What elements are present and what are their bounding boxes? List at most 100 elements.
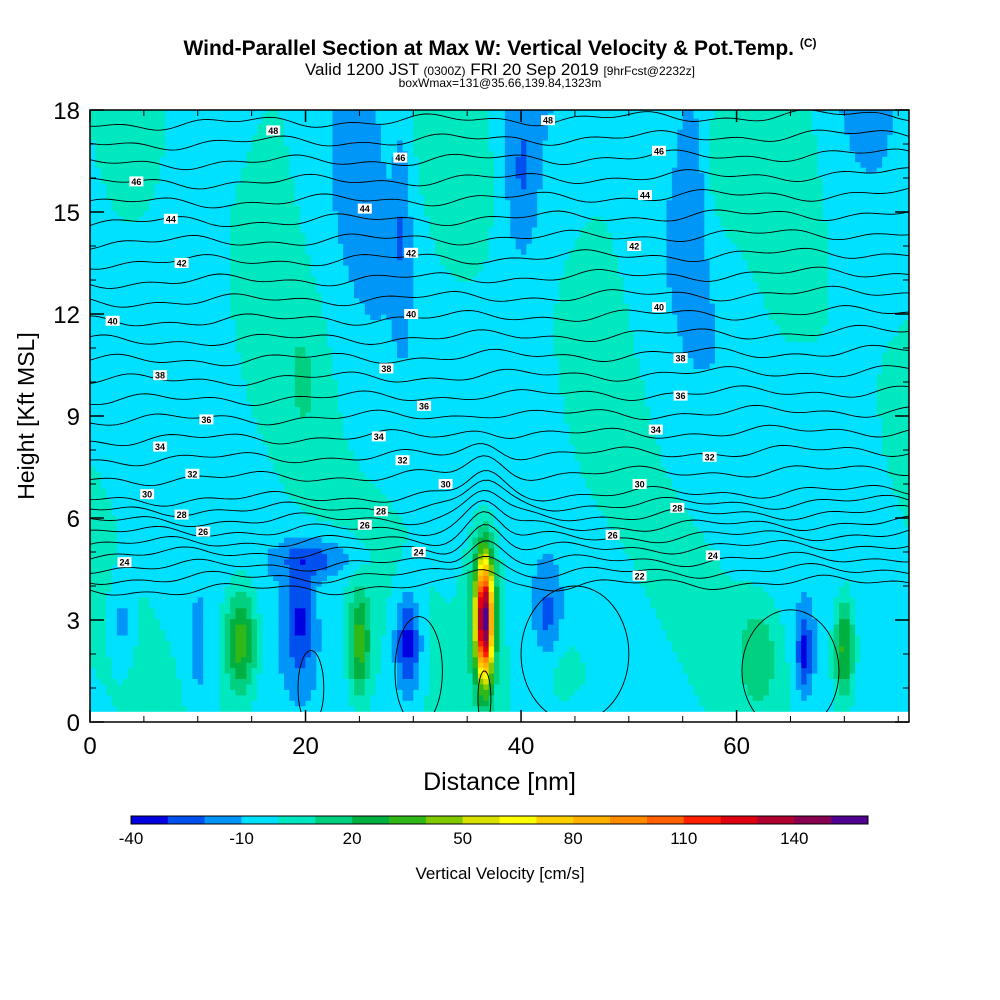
field-cell (111, 161, 118, 168)
field-cell (138, 428, 145, 435)
field-cell (192, 607, 199, 614)
field-cell (273, 292, 280, 299)
field-cell (219, 504, 226, 511)
field-cell (181, 596, 188, 603)
field-cell (316, 488, 323, 495)
field-cell (203, 110, 210, 114)
field-cell (111, 172, 118, 179)
field-cell (300, 667, 307, 674)
field-cell (213, 689, 220, 696)
field-cell (246, 596, 253, 603)
field-cell (106, 194, 113, 201)
field-cell (181, 488, 188, 495)
field-cell (100, 700, 107, 707)
field-cell (230, 667, 237, 674)
field-cell (143, 444, 150, 451)
field-cell (240, 314, 247, 320)
field-cell (165, 406, 172, 413)
field-cell (208, 368, 215, 375)
field-cell (310, 275, 317, 282)
field-cell (278, 444, 285, 451)
field-cell (262, 569, 269, 576)
field-cell (235, 439, 242, 446)
field-cell (149, 254, 156, 261)
field-cell (278, 243, 285, 250)
field-cell (133, 270, 140, 277)
field-cell (143, 112, 150, 119)
field-cell (122, 281, 129, 288)
field-cell (116, 112, 123, 119)
field-cell (224, 368, 231, 375)
field-cell (149, 542, 156, 549)
field-cell (95, 450, 102, 456)
field-cell (219, 368, 226, 375)
field-cell (321, 618, 328, 625)
field-cell (262, 667, 269, 674)
field-cell (149, 178, 156, 184)
field-cell (224, 346, 231, 353)
field-cell (95, 110, 102, 114)
field-cell (170, 499, 177, 505)
field-cell (224, 308, 231, 315)
field-cell (133, 624, 140, 631)
field-cell (316, 270, 323, 277)
field-cell (310, 618, 317, 625)
field-cell (149, 558, 156, 565)
field-cell (187, 564, 193, 571)
field-cell (192, 488, 199, 495)
field-cell (267, 705, 274, 712)
field-cell (327, 700, 334, 707)
field-cell (95, 308, 102, 315)
field-cell (235, 161, 242, 168)
field-cell (176, 466, 183, 473)
field-cell (160, 569, 166, 576)
field-cell (111, 259, 118, 266)
field-cell (138, 172, 145, 179)
field-cell (310, 265, 317, 271)
field-cell (127, 248, 134, 255)
field-cell (208, 460, 215, 467)
field-cell (257, 433, 263, 440)
field-cell (219, 227, 226, 233)
field-cell (289, 156, 296, 163)
field-cell (116, 422, 123, 429)
field-cell (316, 547, 323, 554)
field-cell (219, 482, 226, 489)
field-cell (127, 683, 134, 690)
field-cell (213, 324, 220, 331)
field-cell (251, 167, 258, 174)
field-cell (143, 227, 150, 233)
field-cell (138, 110, 145, 114)
field-cell (133, 411, 140, 418)
field-cell (90, 520, 96, 527)
field-cell (143, 210, 150, 217)
field-cell (100, 395, 107, 402)
field-cell (284, 569, 290, 576)
field-cell (100, 167, 107, 174)
field-cell (170, 411, 177, 418)
field-cell (116, 547, 123, 554)
field-cell (127, 303, 134, 310)
field-cell (154, 352, 161, 359)
field-cell (127, 656, 134, 663)
field-cell (176, 110, 183, 114)
field-cell (321, 199, 328, 206)
field-cell (208, 488, 215, 495)
field-cell (138, 618, 145, 625)
field-cell (262, 341, 269, 348)
field-cell (310, 406, 317, 413)
field-cell (154, 629, 161, 636)
field-cell (192, 422, 199, 429)
field-cell (246, 314, 253, 320)
field-cell (213, 488, 220, 495)
field-cell (90, 564, 96, 571)
field-cell (181, 422, 188, 429)
field-cell (267, 515, 274, 522)
field-cell (213, 700, 220, 707)
field-cell (181, 602, 188, 609)
field-cell (273, 259, 280, 266)
field-cell (122, 188, 129, 195)
field-cell (230, 248, 237, 255)
field-cell (316, 139, 323, 146)
field-cell (111, 395, 118, 402)
